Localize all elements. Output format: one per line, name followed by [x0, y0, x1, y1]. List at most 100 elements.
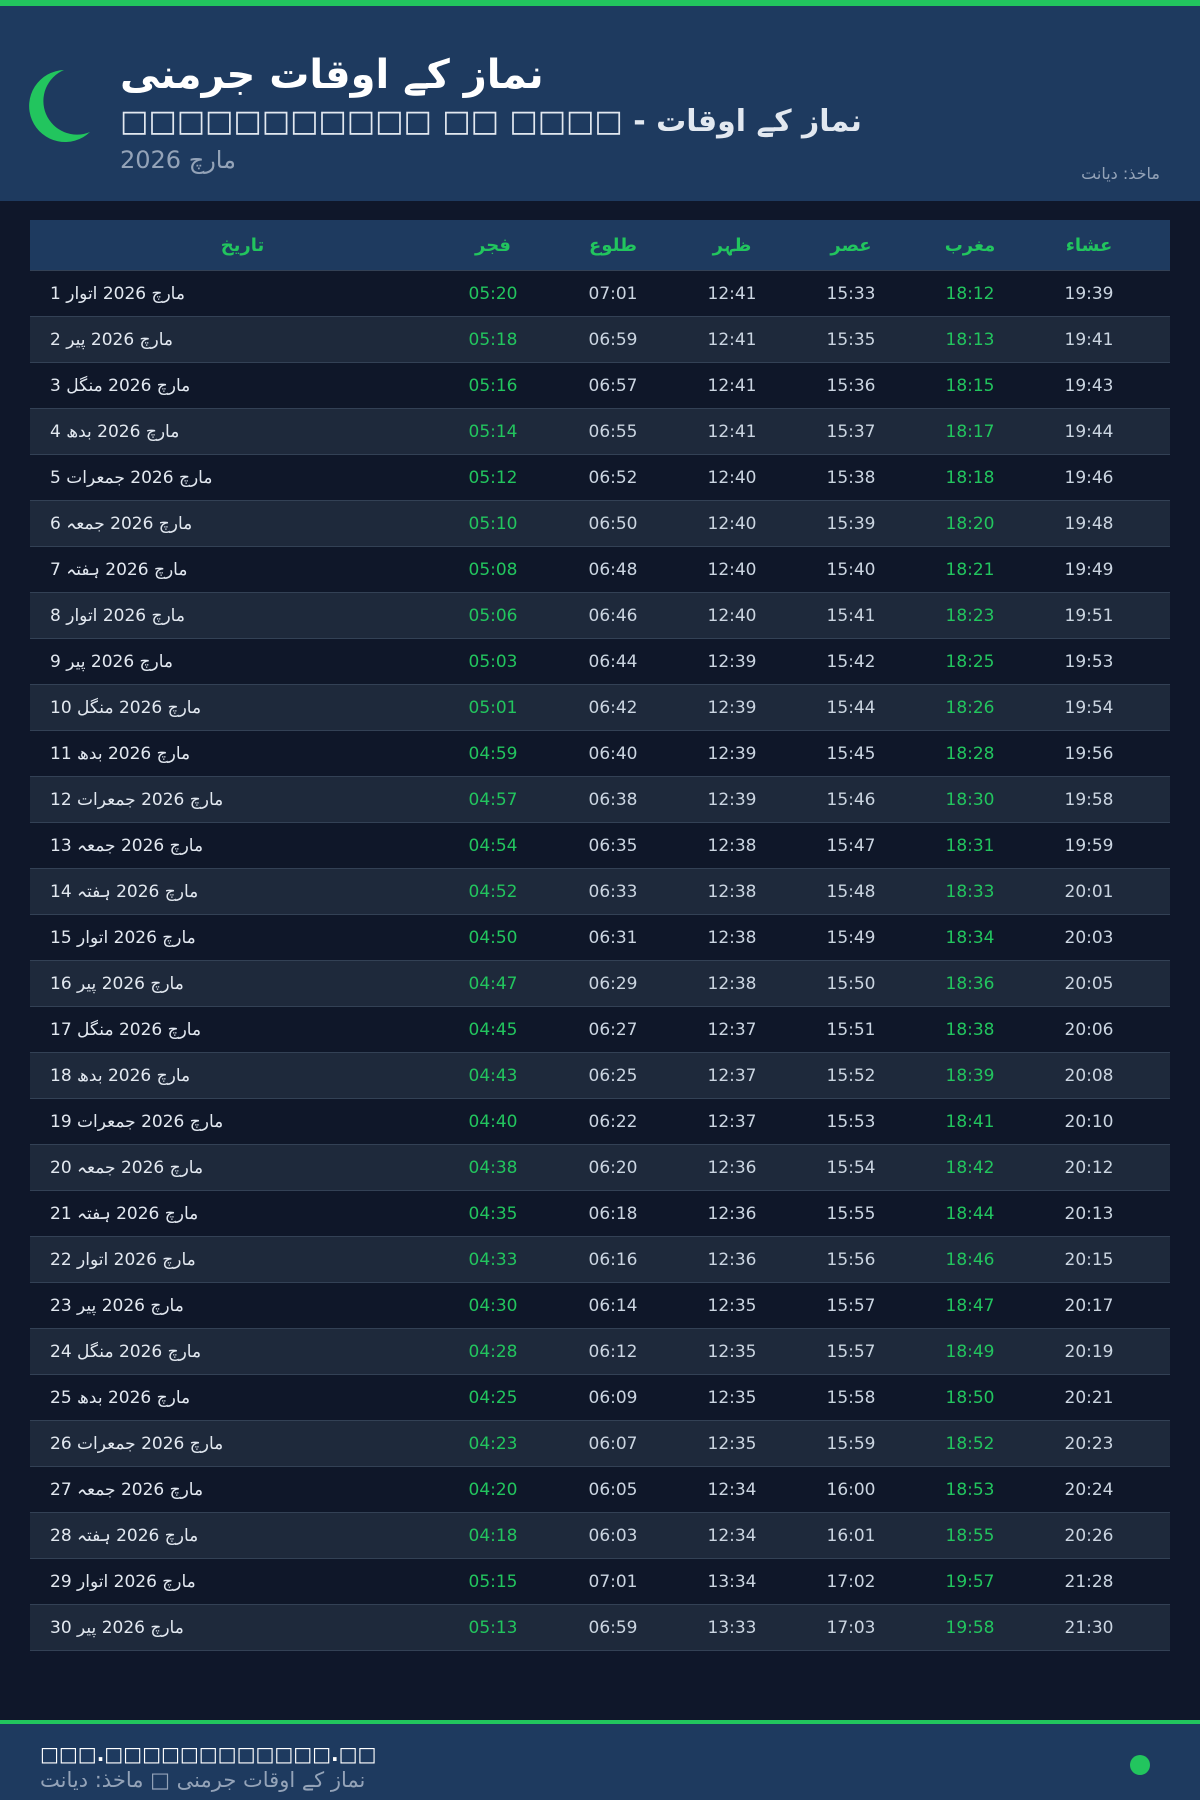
cell-isha: 19:49 — [1064, 559, 1114, 580]
cell-fajr: 04:35 — [468, 1203, 518, 1224]
table-row: 28 مارچ 2026 ہفتہ 04:18 06:03 12:34 16:01 18:… — [30, 1513, 1170, 1559]
cell-isha: 20:15 — [1064, 1249, 1114, 1270]
table-row: 24 مارچ 2026 منگل 04:28 06:12 12:35 15:57 18:… — [30, 1329, 1170, 1375]
cell-fajr: 04:45 — [468, 1019, 518, 1040]
cell-dhuhr: 12:38 — [707, 835, 757, 856]
cell-sunrise: 06:38 — [588, 789, 638, 810]
cell-date: 23 مارچ 2026 پیر — [50, 1295, 184, 1316]
cell-isha: 19:48 — [1064, 513, 1114, 534]
cell-asr: 15:49 — [826, 927, 876, 948]
cell-asr: 15:50 — [826, 973, 876, 994]
table-row: 15 مارچ 2026 اتوار 04:50 06:31 12:38 15:49 18… — [30, 915, 1170, 961]
cell-date: 10 مارچ 2026 منگل — [50, 697, 202, 718]
col-dhuhr: ظہر — [712, 234, 752, 256]
cell-isha: 20:23 — [1064, 1433, 1114, 1454]
cell-dhuhr: 12:38 — [707, 927, 757, 948]
cell-maghrib: 18:46 — [945, 1249, 995, 1270]
cell-sunrise: 06:33 — [588, 881, 638, 902]
cell-asr: 15:56 — [826, 1249, 876, 1270]
footer-accent-line — [0, 1720, 1200, 1724]
cell-maghrib: 18:52 — [945, 1433, 995, 1454]
cell-maghrib: 18:53 — [945, 1479, 995, 1500]
cell-sunrise: 06:16 — [588, 1249, 638, 1270]
cell-asr: 15:41 — [826, 605, 876, 626]
cell-fajr: 05:16 — [468, 375, 518, 396]
cell-dhuhr: 12:37 — [707, 1019, 757, 1040]
table-header: تاریخ فجر طلوع ظہر عصر مغرب عشاء — [30, 220, 1170, 271]
cell-isha: 19:44 — [1064, 421, 1114, 442]
table-row: 29 مارچ 2026 اتوار 05:15 07:01 13:34 17:02 19… — [30, 1559, 1170, 1605]
col-asr: عصر — [830, 234, 872, 256]
cell-isha: 20:24 — [1064, 1479, 1114, 1500]
footer-site[interactable]: □□□.□□□□□□□□□□□□.□□ — [40, 1742, 377, 1766]
cell-asr: 16:01 — [826, 1525, 876, 1546]
cell-date: 19 مارچ 2026 جمعرات — [50, 1111, 224, 1132]
cell-isha: 20:10 — [1064, 1111, 1114, 1132]
cell-maghrib: 18:17 — [945, 421, 995, 442]
cell-dhuhr: 12:39 — [707, 651, 757, 672]
cell-isha: 20:21 — [1064, 1387, 1114, 1408]
cell-dhuhr: 12:35 — [707, 1341, 757, 1362]
cell-asr: 15:35 — [826, 329, 876, 350]
cell-sunrise: 06:03 — [588, 1525, 638, 1546]
table-row: 19 مارچ 2026 جمعرات 04:40 06:22 12:37 15:53 1… — [30, 1099, 1170, 1145]
cell-dhuhr: 12:41 — [707, 329, 757, 350]
cell-dhuhr: 12:37 — [707, 1111, 757, 1132]
cell-date: 12 مارچ 2026 جمعرات — [50, 789, 224, 810]
cell-date: 18 مارچ 2026 بدھ — [50, 1065, 191, 1086]
table-row: 13 مارچ 2026 جمعہ 04:54 06:35 12:38 15:47 18:… — [30, 823, 1170, 869]
cell-maghrib: 19:57 — [945, 1571, 995, 1592]
cell-date: 21 مارچ 2026 ہفتہ — [50, 1204, 199, 1224]
cell-maghrib: 18:13 — [945, 329, 995, 350]
cell-maghrib: 18:49 — [945, 1341, 995, 1362]
cell-isha: 20:08 — [1064, 1065, 1114, 1086]
table-body: 1 مارچ 2026 اتوار 05:20 07:01 12:41 15:33 18:… — [30, 271, 1170, 1651]
cell-date: 7 مارچ 2026 ہفتہ — [50, 560, 188, 580]
cell-maghrib: 18:34 — [945, 927, 995, 948]
cell-fajr: 04:43 — [468, 1065, 518, 1086]
cell-date: 5 مارچ 2026 جمعرات — [50, 467, 213, 488]
cell-fajr: 04:18 — [468, 1525, 518, 1546]
cell-isha: 19:54 — [1064, 697, 1114, 718]
cell-asr: 15:58 — [826, 1387, 876, 1408]
cell-isha: 20:06 — [1064, 1019, 1114, 1040]
cell-sunrise: 06:55 — [588, 421, 638, 442]
cell-date: 29 مارچ 2026 اتوار — [50, 1571, 196, 1592]
cell-isha: 19:39 — [1064, 283, 1114, 304]
cell-sunrise: 06:12 — [588, 1341, 638, 1362]
prayer-times-table: تاریخ فجر طلوع ظہر عصر مغرب عشاء 1 مارچ … — [30, 220, 1170, 1651]
cell-fajr: 05:10 — [468, 513, 518, 534]
cell-isha: 20:13 — [1064, 1203, 1114, 1224]
cell-sunrise: 06:46 — [588, 605, 638, 626]
cell-asr: 15:42 — [826, 651, 876, 672]
cell-date: 26 مارچ 2026 جمعرات — [50, 1433, 224, 1454]
cell-dhuhr: 12:40 — [707, 559, 757, 580]
cell-isha: 19:56 — [1064, 743, 1114, 764]
table-row: 18 مارچ 2026 بدھ 04:43 06:25 12:37 15:52 18:3… — [30, 1053, 1170, 1099]
cell-date: 28 مارچ 2026 ہفتہ — [50, 1526, 199, 1546]
cell-date: 16 مارچ 2026 پیر — [50, 973, 184, 994]
cell-sunrise: 06:50 — [588, 513, 638, 534]
cell-maghrib: 19:58 — [945, 1617, 995, 1638]
cell-maghrib: 18:18 — [945, 467, 995, 488]
cell-asr: 15:33 — [826, 283, 876, 304]
cell-isha: 19:51 — [1064, 605, 1114, 626]
cell-isha: 19:43 — [1064, 375, 1114, 396]
cell-sunrise: 06:59 — [588, 329, 638, 350]
cell-sunrise: 06:44 — [588, 651, 638, 672]
cell-isha: 20:26 — [1064, 1525, 1114, 1546]
cell-date: 25 مارچ 2026 بدھ — [50, 1387, 191, 1408]
cell-fajr: 05:14 — [468, 421, 518, 442]
cell-isha: 19:59 — [1064, 835, 1114, 856]
cell-dhuhr: 12:34 — [707, 1479, 757, 1500]
cell-maghrib: 18:30 — [945, 789, 995, 810]
cell-asr: 15:52 — [826, 1065, 876, 1086]
table-row: 12 مارچ 2026 جمعرات 04:57 06:38 12:39 15:46 1… — [30, 777, 1170, 823]
cell-dhuhr: 12:38 — [707, 973, 757, 994]
cell-asr: 15:48 — [826, 881, 876, 902]
table-row: 6 مارچ 2026 جمعہ 05:10 06:50 12:40 15:39 18:2… — [30, 501, 1170, 547]
cell-date: 3 مارچ 2026 منگل — [50, 375, 191, 396]
cell-asr: 17:02 — [826, 1571, 876, 1592]
cell-fajr: 04:52 — [468, 881, 518, 902]
cell-maghrib: 18:55 — [945, 1525, 995, 1546]
